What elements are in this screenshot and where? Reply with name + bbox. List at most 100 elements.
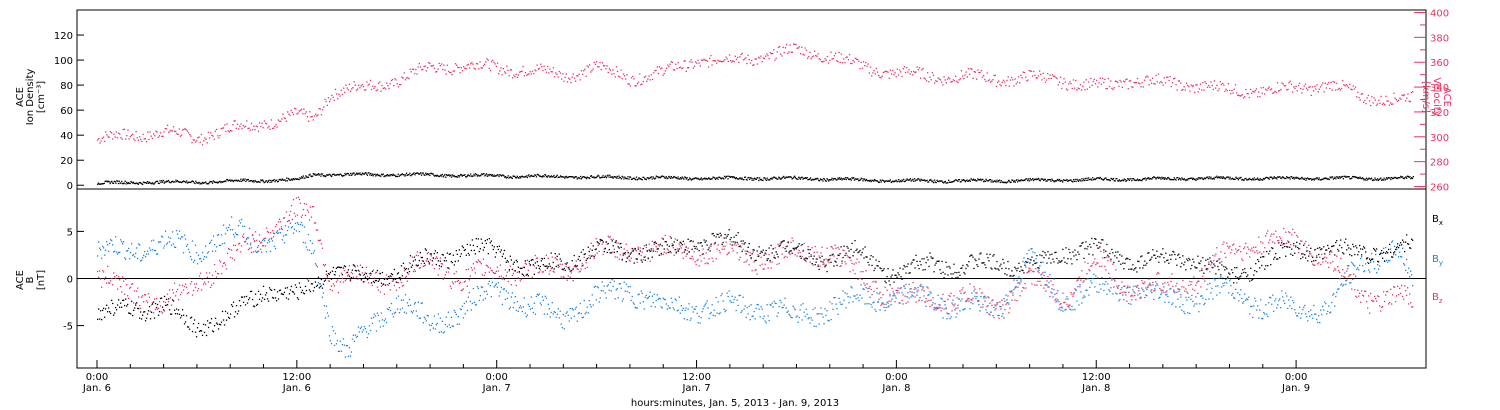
by-series-point bbox=[955, 316, 957, 318]
by-series-point bbox=[104, 254, 106, 256]
bz-series-point bbox=[732, 250, 734, 252]
density-series-point bbox=[891, 181, 893, 183]
velocity-series-point bbox=[380, 90, 382, 92]
density-series-point bbox=[1137, 179, 1140, 182]
velocity-series-point bbox=[725, 56, 727, 58]
bz-series-point bbox=[352, 276, 355, 278]
bz-series-point bbox=[870, 288, 872, 291]
velocity-series-point bbox=[140, 138, 142, 140]
bz-series-point bbox=[620, 242, 622, 245]
density-series-point bbox=[450, 174, 452, 176]
bz-series-point bbox=[818, 255, 820, 257]
density-series-point bbox=[776, 178, 778, 180]
velocity-series-point bbox=[704, 59, 706, 61]
density-series-point bbox=[1193, 178, 1195, 181]
velocity-series-point bbox=[1351, 89, 1353, 91]
velocity-series-point bbox=[1288, 82, 1290, 84]
velocity-series-point bbox=[733, 61, 735, 63]
density-series-point bbox=[410, 175, 412, 177]
density-series-point bbox=[277, 180, 279, 183]
velocity-series-point bbox=[351, 88, 353, 90]
velocity-series-point bbox=[1265, 88, 1267, 91]
velocity-series-point bbox=[472, 63, 474, 65]
density-series-point bbox=[490, 175, 493, 177]
by-series-point bbox=[352, 334, 355, 336]
density-series-point bbox=[1003, 181, 1006, 184]
by-series-point bbox=[1154, 288, 1156, 290]
density-series-point bbox=[881, 179, 883, 181]
density-series-point bbox=[288, 178, 290, 180]
by-series-point bbox=[765, 322, 767, 324]
velocity-series-point bbox=[801, 46, 803, 48]
by-series-point bbox=[136, 247, 138, 249]
velocity-series-point bbox=[481, 67, 483, 69]
by-series-point bbox=[477, 287, 479, 289]
by-series-point bbox=[1192, 300, 1194, 303]
bz-series-point bbox=[886, 289, 888, 291]
bz-series-point bbox=[1012, 292, 1014, 294]
density-series-point bbox=[292, 178, 294, 180]
velocity-series-point bbox=[819, 58, 822, 61]
velocity-series-point bbox=[1381, 103, 1383, 106]
density-series-point bbox=[1027, 179, 1029, 182]
by-series-point bbox=[212, 235, 215, 237]
density-series-point bbox=[1396, 177, 1398, 180]
by-series-point bbox=[1364, 270, 1366, 272]
velocity-series-point bbox=[503, 71, 506, 73]
bz-series-point bbox=[266, 230, 269, 233]
velocity-series-point bbox=[1239, 95, 1241, 97]
density-series-point bbox=[799, 178, 802, 180]
velocity-series-point bbox=[709, 57, 711, 59]
velocity-series-point bbox=[220, 128, 222, 130]
by-series-point bbox=[1074, 308, 1076, 311]
by-series-point bbox=[953, 305, 955, 307]
density-series-point bbox=[363, 173, 365, 175]
velocity-series-point bbox=[1070, 82, 1072, 85]
bz-series-point bbox=[384, 277, 387, 279]
density-series-point bbox=[1214, 176, 1216, 178]
velocity-series-point bbox=[554, 76, 556, 78]
by-series-point bbox=[854, 295, 856, 297]
density-series-point bbox=[1282, 176, 1285, 178]
bz-series-point bbox=[223, 262, 226, 264]
by-series-point bbox=[888, 305, 890, 307]
velocity-series-point bbox=[1283, 85, 1286, 87]
velocity-series-point bbox=[159, 132, 162, 134]
velocity-series-point bbox=[578, 73, 580, 75]
bz-series-point bbox=[745, 261, 747, 263]
by-series-point bbox=[111, 239, 113, 242]
velocity-series-point bbox=[878, 74, 880, 77]
by-series-point bbox=[207, 251, 210, 253]
density-series-point bbox=[970, 178, 972, 180]
velocity-series-point bbox=[361, 84, 363, 86]
velocity-series-point bbox=[880, 77, 882, 79]
by-series-point bbox=[714, 315, 716, 317]
density-series-point bbox=[1151, 178, 1153, 180]
bz-series-point bbox=[941, 307, 943, 309]
velocity-series-point bbox=[516, 76, 518, 78]
velocity-series-point bbox=[252, 129, 254, 131]
by-series-point bbox=[1122, 294, 1124, 296]
density-series-point bbox=[768, 179, 770, 181]
by-series-point bbox=[833, 297, 835, 299]
density-series-point bbox=[1126, 179, 1128, 182]
density-series-point bbox=[803, 177, 805, 179]
density-series-point bbox=[1008, 179, 1010, 182]
by-series-point bbox=[1383, 247, 1385, 249]
density-series-point bbox=[517, 177, 519, 179]
by-series-point bbox=[229, 229, 232, 231]
by-series-point bbox=[170, 244, 173, 246]
density-series-point bbox=[948, 179, 950, 181]
bz-series-point bbox=[248, 247, 251, 249]
by-series-point bbox=[246, 237, 249, 239]
density-series-point bbox=[1127, 178, 1130, 180]
by-series-point bbox=[1222, 282, 1224, 285]
density-series-point bbox=[764, 178, 767, 180]
velocity-series-point bbox=[154, 135, 156, 137]
bz-series-point bbox=[453, 273, 455, 275]
bz-series-point bbox=[302, 208, 305, 211]
density-series-point bbox=[1195, 179, 1197, 182]
density-series-point bbox=[97, 183, 99, 185]
density-series-point bbox=[860, 177, 862, 179]
by-series-point bbox=[1374, 268, 1376, 270]
